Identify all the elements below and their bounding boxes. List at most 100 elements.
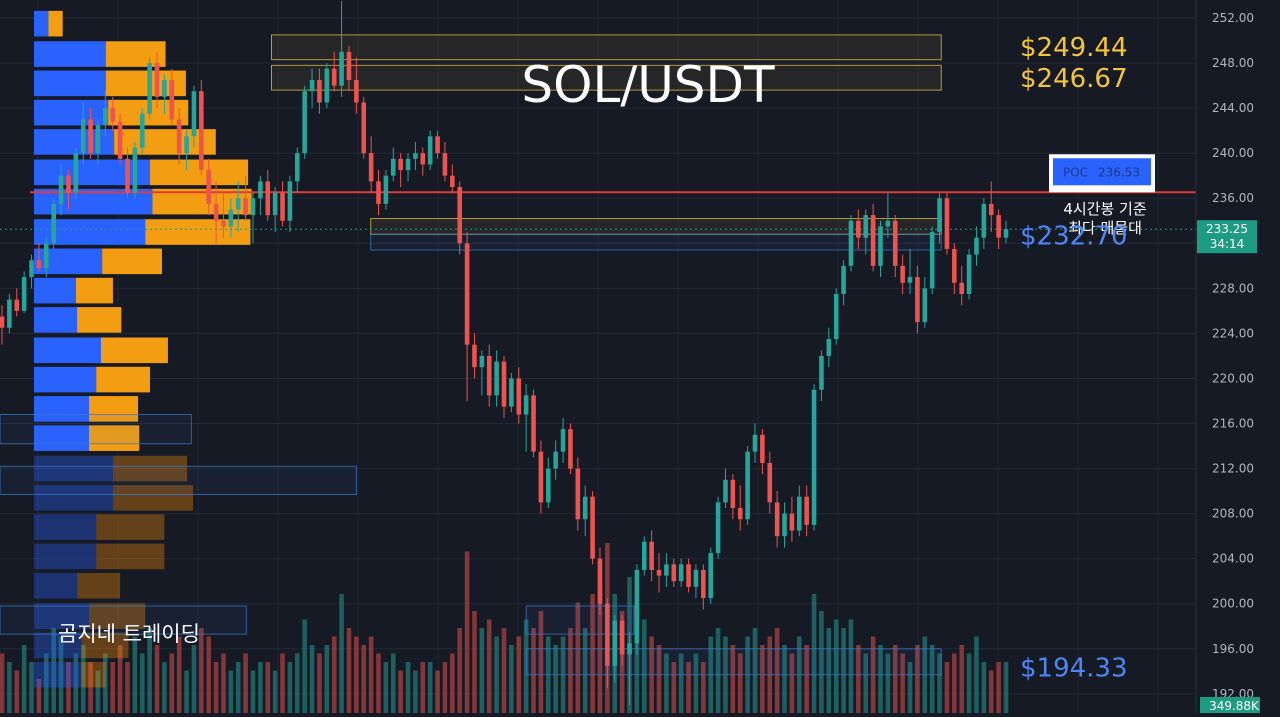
- poc-note-line-1: 4시간봉 기준: [1063, 200, 1147, 218]
- volume-bar: [250, 670, 256, 713]
- candle-body: [546, 468, 551, 503]
- volume-bar: [169, 653, 175, 713]
- profile-buy-bar: [34, 632, 82, 659]
- price-tick-label: 240.00: [1212, 146, 1254, 160]
- volume-bar: [988, 670, 994, 713]
- candle-body: [265, 181, 271, 216]
- volume-bar: [324, 645, 330, 713]
- candle-body: [420, 153, 426, 165]
- volume-bar: [575, 602, 581, 713]
- volume-bar: [154, 645, 160, 713]
- profile-sell-bar: [48, 10, 63, 37]
- candle-body: [457, 186, 462, 244]
- profile-sell-bar: [81, 661, 106, 688]
- candle-body: [878, 226, 883, 266]
- price-tick-label: 228.00: [1212, 281, 1254, 295]
- profile-buy-bar: [34, 455, 113, 482]
- candle-body: [442, 153, 448, 176]
- volume-bar: [494, 636, 499, 713]
- volume-readout-value: 349.88K: [1209, 699, 1260, 713]
- volume-bar: [235, 662, 241, 713]
- candle-body: [959, 282, 964, 294]
- candle-body: [73, 153, 79, 193]
- profile-sell-bar: [77, 572, 121, 599]
- volume-bar: [472, 611, 477, 713]
- volume-bar: [701, 662, 706, 713]
- candle-body: [368, 153, 374, 182]
- volume-bar: [907, 662, 913, 713]
- candle-body: [708, 553, 713, 599]
- candle-body: [7, 299, 12, 328]
- candle-body: [1003, 229, 1009, 238]
- volume-bar: [420, 662, 426, 713]
- volume-bars: [0, 543, 1009, 713]
- candle-body: [199, 91, 204, 171]
- profile-sell-bar: [89, 603, 146, 629]
- price-level-label: $232.70: [1020, 221, 1128, 251]
- candle-body: [44, 243, 49, 269]
- candle-body: [139, 113, 145, 148]
- candle-body: [575, 468, 581, 520]
- volume-bar: [317, 653, 322, 713]
- price-tick-label: 224.00: [1212, 326, 1254, 340]
- candle-body: [147, 63, 152, 114]
- profile-sell-bar: [81, 632, 129, 659]
- volume-bar: [966, 653, 972, 713]
- volume-bar: [354, 636, 359, 713]
- candle-body: [671, 564, 677, 582]
- profile-buy-bar: [34, 10, 49, 37]
- volume-bar: [789, 653, 795, 713]
- candle-body: [760, 434, 765, 463]
- profile-buy-bar: [34, 41, 106, 67]
- price-tick-label: 196.00: [1212, 642, 1254, 656]
- candle-body: [184, 136, 189, 154]
- candle-body: [693, 569, 699, 587]
- candle-body: [472, 344, 477, 368]
- volume-bar: [486, 619, 492, 713]
- candle-body: [354, 79, 359, 103]
- volume-bar: [826, 628, 832, 713]
- profile-sell-bar: [112, 455, 188, 482]
- volume-bar: [568, 628, 573, 713]
- candle-body: [966, 254, 972, 294]
- volume-bar: [206, 636, 211, 713]
- volume-bar: [272, 670, 278, 713]
- candle-body: [66, 175, 71, 193]
- volume-bar: [383, 662, 389, 713]
- volume-bar: [405, 662, 411, 713]
- profile-buy-bar: [34, 661, 82, 688]
- volume-bar: [368, 636, 374, 713]
- volume-bar: [7, 662, 12, 713]
- volume-bar: [531, 628, 536, 713]
- volume-bar: [811, 594, 817, 713]
- overlays: SOL/USDT 곰지네 트레이딩 4시간봉 기준 최다 매물대 $249.44…: [58, 33, 1155, 684]
- volume-bar: [582, 628, 588, 713]
- volume-bar: [671, 662, 677, 713]
- chart-title: SOL/USDT: [521, 56, 775, 114]
- candle-body: [634, 569, 640, 644]
- candle-body: [280, 192, 285, 221]
- volume-bar: [191, 645, 197, 713]
- volume-bar: [509, 645, 514, 713]
- candle-body: [841, 265, 846, 294]
- volume-bar: [435, 670, 440, 713]
- volume-bar: [287, 662, 293, 713]
- profile-buy-bar: [34, 514, 97, 540]
- profile-sell-bar: [89, 425, 140, 451]
- price-zone-box: [525, 648, 942, 676]
- volume-bar: [376, 653, 381, 713]
- candle-body: [450, 175, 455, 187]
- volume-bar: [413, 670, 418, 713]
- volume-bar: [892, 645, 898, 713]
- profile-sell-bar: [112, 485, 194, 511]
- volume-bar: [479, 628, 485, 713]
- candle-body: [361, 102, 367, 154]
- candle-body: [612, 620, 618, 666]
- candle-body: [376, 181, 381, 204]
- volume-bar: [538, 611, 544, 713]
- volume-bar: [974, 636, 979, 713]
- profile-buy-bar: [34, 159, 151, 186]
- candle-body: [627, 643, 632, 655]
- last-price-tag: [1197, 220, 1257, 254]
- volume-bar: [885, 653, 891, 713]
